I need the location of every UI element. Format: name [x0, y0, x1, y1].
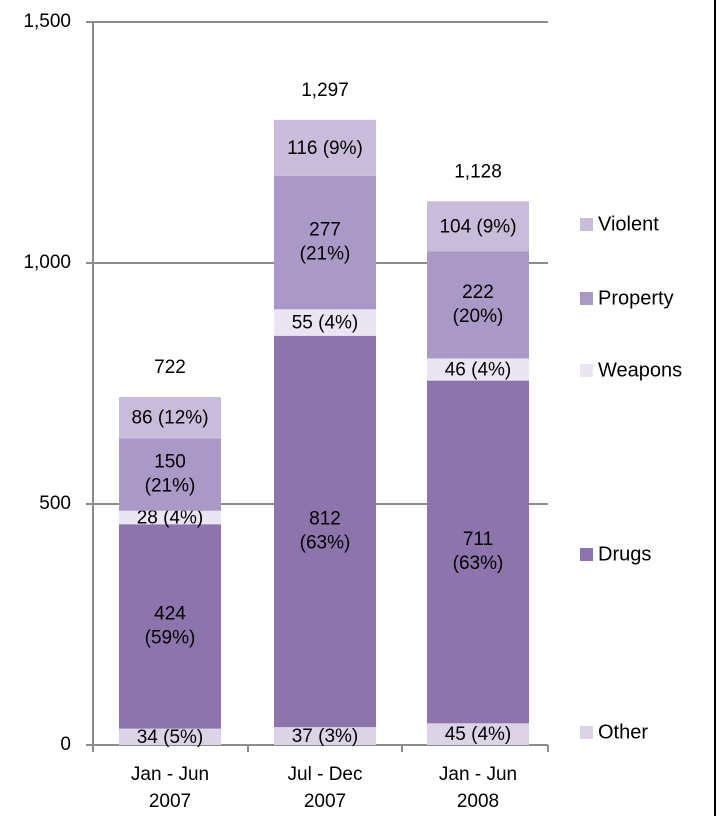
x-tick-label: Jan - Jun [439, 764, 517, 785]
bar-segment-other [119, 728, 221, 745]
legend-swatch-other [580, 726, 593, 739]
bar-segment-other [427, 723, 529, 745]
total-label: 722 [154, 357, 186, 378]
data-label: 37 (3%) [292, 726, 359, 747]
data-label: 711 [463, 529, 493, 550]
bar-segment-violent [274, 119, 376, 176]
data-label: 277 [309, 220, 341, 241]
legend-swatch-violent [580, 218, 593, 231]
y-tick-label: 0 [60, 734, 71, 755]
data-label: (59%) [145, 627, 196, 648]
data-label: 55 (4%) [292, 313, 359, 334]
legend-label-violent: Violent [598, 213, 659, 235]
total-label: 1,297 [301, 80, 349, 101]
data-label: (63%) [453, 553, 504, 574]
bar-segment-other [274, 727, 376, 745]
data-label: 116 (9%) [287, 138, 363, 159]
data-label: (21%) [145, 476, 196, 497]
data-label: 812 [309, 508, 341, 529]
bar-segment-weapons [274, 309, 376, 336]
x-tick-label: Jul - Dec [288, 764, 363, 785]
data-label: 222 [462, 282, 494, 303]
legend-swatch-weapons [580, 364, 593, 377]
x-tick-label: 2007 [304, 791, 346, 812]
bar-segment-weapons [427, 358, 529, 381]
y-tick-label: 1,000 [23, 252, 71, 273]
legend-label-drugs: Drugs [598, 543, 651, 565]
legend-swatch-property [580, 292, 593, 305]
data-label: 34 (5%) [137, 727, 204, 748]
data-label: 46 (4%) [445, 360, 512, 381]
legend-label-other: Other [598, 721, 648, 743]
legend-label-weapons: Weapons [598, 359, 682, 381]
data-label: 150 [154, 452, 186, 473]
bar-segment-property [274, 175, 376, 310]
y-tick-label: 1,500 [23, 11, 71, 32]
x-tick-label: 2008 [457, 791, 499, 812]
data-label: 86 (12%) [131, 408, 208, 429]
bar-segment-drugs [427, 380, 529, 724]
bar-segment-violent [427, 201, 529, 252]
bar-segment-drugs [119, 524, 221, 729]
data-label: 424 [154, 603, 186, 624]
data-label: (21%) [300, 244, 351, 265]
data-label: (63%) [300, 532, 351, 553]
y-tick-label: 500 [39, 493, 71, 514]
x-tick-label: Jan - Jun [131, 764, 209, 785]
bar-segment-property [427, 251, 529, 359]
bar-segment-property [119, 438, 221, 511]
data-label: 104 (9%) [439, 216, 516, 237]
bar-segment-violent [119, 396, 221, 439]
data-label: 45 (4%) [445, 724, 512, 745]
total-label: 1,128 [454, 161, 502, 182]
legend-label-property: Property [598, 287, 674, 309]
data-label: 28 (4%) [137, 508, 204, 529]
x-tick-label: 2007 [149, 791, 191, 812]
legend-swatch-drugs [580, 548, 593, 561]
bar-segment-weapons [119, 510, 221, 525]
data-label: (20%) [453, 306, 504, 327]
bar-segment-drugs [274, 335, 376, 728]
